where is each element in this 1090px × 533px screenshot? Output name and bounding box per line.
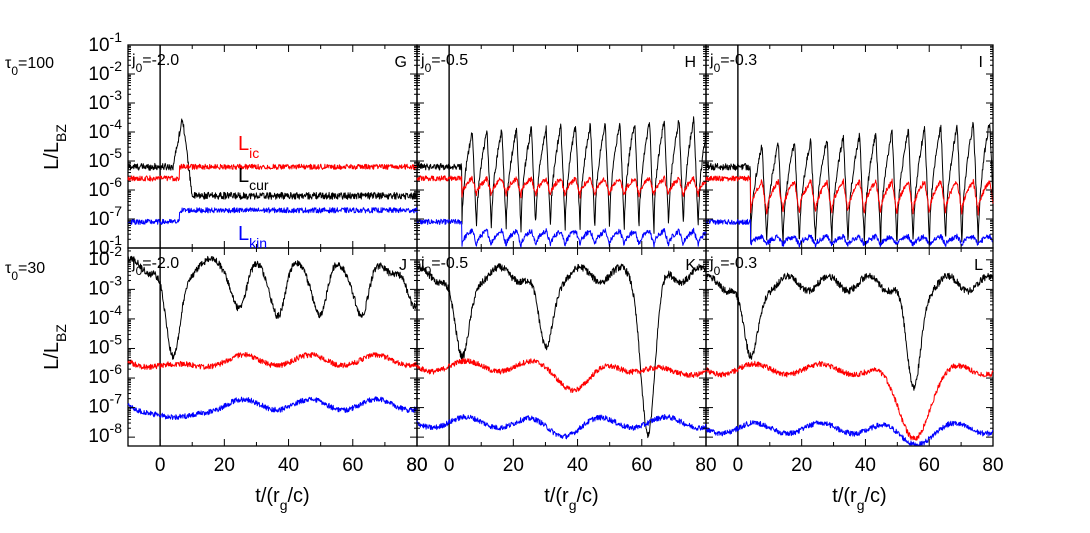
panel-frame-I — [705, 44, 994, 249]
ytick-label-bottom: 10-6 — [88, 361, 122, 388]
j0-label-K: j0=-0.5 — [420, 255, 468, 278]
curve-Lic-K — [416, 358, 707, 393]
ytick-label-top: 10-1 — [88, 29, 122, 56]
data-curves — [127, 116, 994, 446]
curve-Lcur-L — [705, 272, 994, 391]
panel-frame-L — [705, 247, 994, 447]
xtick-label: 0 — [444, 455, 455, 476]
xtick-label: 40 — [278, 455, 299, 476]
curve-Lcur-G — [127, 118, 418, 200]
curve-Lic-I — [705, 175, 994, 216]
curve-Lic-H — [416, 175, 707, 199]
panel-frames — [127, 44, 994, 447]
xtick-label: 20 — [791, 455, 812, 476]
x-axis-label: t/(rg/c) — [544, 485, 598, 513]
ytick-label-top: 10-4 — [88, 116, 122, 143]
panel-letter-I: I — [979, 54, 983, 71]
panel-letter-K: K — [685, 257, 696, 274]
ytick-label-bottom: 10-4 — [88, 302, 122, 329]
y-axis-label: L/LBZ — [41, 324, 69, 370]
ytick-label-bottom: 10-2 — [88, 243, 122, 270]
curve-Lcur-K — [416, 263, 707, 439]
curve-Lic-G — [127, 163, 418, 182]
curve-Lkin-I — [705, 218, 994, 248]
ytick-label-bottom: 10-7 — [88, 391, 122, 418]
ytick-label-top: 10-1 — [88, 232, 122, 259]
x-axis-label: t/(rg/c) — [255, 485, 309, 513]
curve-Lkin-J — [127, 396, 418, 420]
y-axis-label: L/LBZ — [41, 124, 69, 170]
xtick-label: 80 — [695, 455, 716, 476]
xtick-label: 0 — [733, 455, 744, 476]
xtick-label: 80 — [406, 455, 427, 476]
ytick-label-bottom: 10-5 — [88, 331, 122, 358]
xtick-label: 80 — [982, 455, 1003, 476]
ytick-label-top: 10-6 — [88, 174, 122, 201]
j0-label-J: j0=-2.0 — [131, 255, 179, 278]
row-label: τ0=30 — [5, 260, 45, 283]
curve-Lcur-J — [127, 255, 418, 360]
curve-Lic-J — [127, 352, 418, 370]
j0-label-I: j0=-0.3 — [709, 52, 757, 75]
panel-letter-G: G — [395, 54, 407, 71]
curve-Lic-L — [705, 360, 994, 441]
axis-ticks — [127, 44, 994, 446]
xtick-label: 0 — [155, 455, 166, 476]
curve-Lcur-I — [705, 121, 994, 247]
ytick-label-top: 10-7 — [88, 203, 122, 230]
row-label: τ0=100 — [5, 55, 54, 78]
legend-cur: Lcur — [238, 165, 269, 193]
xtick-label: 40 — [855, 455, 876, 476]
curve-Lkin-H — [416, 218, 707, 248]
panel-letter-L: L — [974, 257, 983, 274]
xtick-label: 80 — [406, 455, 427, 476]
x-axis-label: t/(rg/c) — [832, 485, 886, 513]
j0-label-G: j0=-2.0 — [131, 52, 179, 75]
curve-Lkin-L — [705, 420, 994, 446]
ytick-label-top: 10-3 — [88, 87, 122, 114]
panel-frame-G — [127, 44, 418, 249]
curve-Lcur-H — [416, 116, 707, 234]
curve-Lkin-G — [127, 207, 418, 225]
xtick-label: 60 — [919, 455, 940, 476]
panel-letter-J: J — [399, 257, 407, 274]
panel-letter-H: H — [684, 54, 696, 71]
ytick-label-top: 10-2 — [88, 58, 122, 85]
xtick-label: 20 — [214, 455, 235, 476]
ytick-label-bottom: 10-8 — [88, 420, 122, 447]
ytick-label-top: 10-5 — [88, 145, 122, 172]
xtick-label: 60 — [342, 455, 363, 476]
j0-label-H: j0=-0.5 — [420, 52, 468, 75]
legend-kin: Lkin — [238, 223, 267, 251]
curve-Lkin-K — [416, 414, 707, 440]
legend-ic: Lic — [238, 133, 259, 161]
xtick-label: 20 — [503, 455, 524, 476]
xtick-label: 60 — [631, 455, 652, 476]
xtick-label: 40 — [567, 455, 588, 476]
j0-label-L: j0=-0.3 — [709, 255, 757, 278]
ytick-label-bottom: 10-3 — [88, 272, 122, 299]
